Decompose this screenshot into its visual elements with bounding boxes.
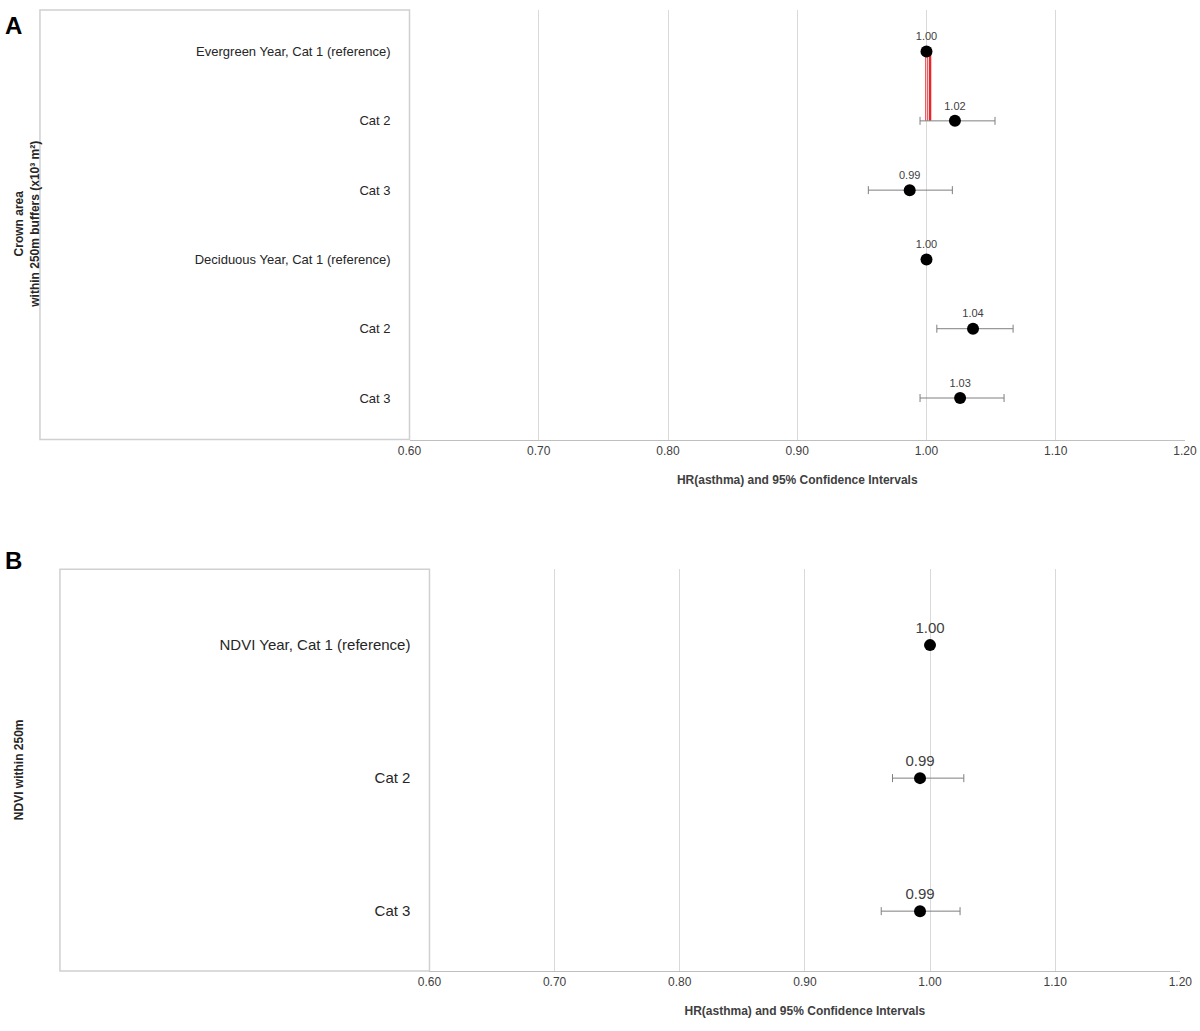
svg-text:Cat 2: Cat 2 — [359, 113, 390, 128]
svg-text:1.10: 1.10 — [1043, 975, 1067, 989]
svg-text:1.00: 1.00 — [916, 30, 937, 42]
svg-text:HR(asthma) and 95% Confidence: HR(asthma) and 95% Confidence Intervals — [685, 1004, 926, 1018]
svg-text:1.00: 1.00 — [918, 975, 942, 989]
svg-text:0.80: 0.80 — [668, 975, 692, 989]
svg-text:Cat 2: Cat 2 — [359, 321, 390, 336]
svg-text:Crown areawithin 250m buffers: Crown areawithin 250m buffers (x10³ m²) — [12, 141, 42, 308]
svg-text:A: A — [5, 12, 22, 39]
svg-text:1.00: 1.00 — [916, 238, 937, 250]
svg-text:1.00: 1.00 — [915, 444, 939, 458]
svg-text:1.20: 1.20 — [1169, 975, 1193, 989]
svg-text:1.04: 1.04 — [962, 307, 983, 319]
svg-text:0.60: 0.60 — [418, 975, 442, 989]
svg-text:Cat 3: Cat 3 — [359, 183, 390, 198]
svg-text:0.60: 0.60 — [398, 444, 422, 458]
svg-text:Cat 2: Cat 2 — [375, 769, 411, 786]
svg-text:0.99: 0.99 — [905, 885, 934, 902]
svg-text:Evergreen Year, Cat 1 (referen: Evergreen Year, Cat 1 (reference) — [196, 44, 390, 59]
svg-text:NDVI within 250m: NDVI within 250m — [12, 719, 26, 820]
svg-text:0.90: 0.90 — [786, 444, 810, 458]
svg-text:0.70: 0.70 — [543, 975, 567, 989]
svg-text:Deciduous Year, Cat 1 (referen: Deciduous Year, Cat 1 (reference) — [195, 252, 391, 267]
svg-text:0.99: 0.99 — [905, 752, 934, 769]
svg-text:B: B — [5, 547, 22, 574]
svg-text:HR(asthma) and 95% Confidence: HR(asthma) and 95% Confidence Intervals — [677, 473, 918, 487]
svg-text:NDVI Year, Cat 1 (reference): NDVI Year, Cat 1 (reference) — [220, 636, 411, 653]
svg-text:1.03: 1.03 — [949, 377, 970, 389]
svg-text:0.70: 0.70 — [527, 444, 551, 458]
svg-text:1.10: 1.10 — [1044, 444, 1068, 458]
svg-text:0.99: 0.99 — [899, 169, 920, 181]
svg-text:1.20: 1.20 — [1173, 444, 1197, 458]
svg-text:0.90: 0.90 — [793, 975, 817, 989]
svg-text:Cat 3: Cat 3 — [359, 391, 390, 406]
svg-text:Cat 3: Cat 3 — [375, 902, 411, 919]
svg-text:0.80: 0.80 — [656, 444, 680, 458]
svg-text:1.00: 1.00 — [915, 619, 944, 636]
svg-text:1.02: 1.02 — [944, 100, 965, 112]
